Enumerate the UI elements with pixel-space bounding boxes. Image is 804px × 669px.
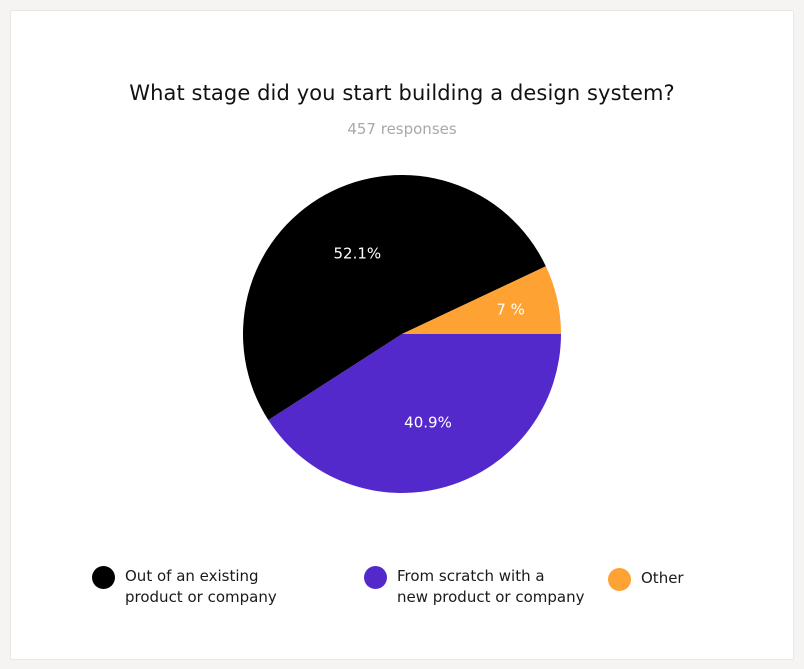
legend-swatch bbox=[92, 566, 115, 589]
legend-item-scratch: From scratch with a new product or compa… bbox=[364, 566, 584, 608]
legend-item-existing: Out of an existing product or company bbox=[92, 566, 277, 608]
response-count: 457 responses bbox=[347, 120, 457, 138]
chart-card: What stage did you start building a desi… bbox=[10, 10, 794, 660]
chart-title: What stage did you start building a desi… bbox=[129, 81, 675, 105]
legend-label: Other bbox=[641, 569, 684, 587]
legend-item-other: Other bbox=[608, 568, 684, 591]
legend-label: From scratch with a new product or compa… bbox=[397, 567, 585, 606]
legend-swatch bbox=[608, 568, 631, 591]
legend-label: Out of an existing product or company bbox=[125, 567, 277, 606]
legend-swatch bbox=[364, 566, 387, 589]
